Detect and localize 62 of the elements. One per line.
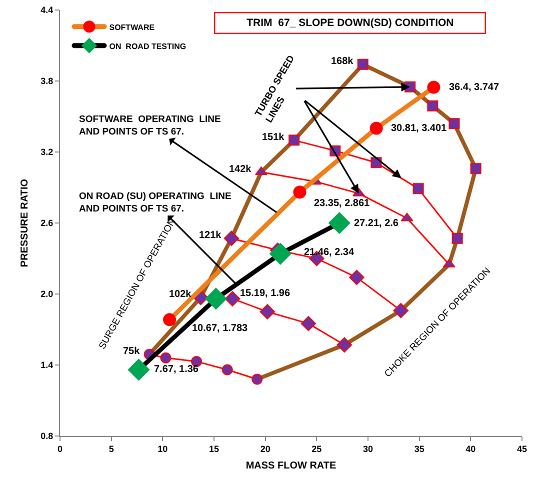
series-label: 151k [262, 132, 285, 143]
data-label: 36.4, 3.747 [449, 82, 500, 93]
legend-label: ON ROAD TESTING [109, 42, 186, 51]
point [300, 316, 316, 332]
point [349, 270, 364, 286]
x-tick-label: 20 [260, 444, 270, 454]
y-tick-label: 2.6 [40, 218, 54, 228]
x-tick-label: 5 [108, 444, 114, 454]
x-tick-label: 10 [158, 444, 168, 454]
annotation: ON ROAD (SU) OPERATING LINE AND POINTS OF TS 67. [79, 191, 232, 214]
series-label: 168k [331, 56, 354, 67]
text: TRIM 67_ SLOPE DOWN(SD) CONDITION [246, 17, 454, 30]
point [224, 291, 240, 306]
y-tick-label: 1.4 [40, 360, 54, 370]
data-label: 7.67, 1.36 [154, 364, 199, 375]
point [260, 304, 276, 320]
x-tick-label: 30 [362, 444, 374, 454]
x-tick-label: 45 [516, 444, 528, 454]
point [357, 58, 368, 70]
y-tick-label: 2.0 [40, 289, 54, 300]
point [470, 163, 482, 174]
point [452, 232, 463, 244]
data-label: 23.35, 2.861 [314, 198, 370, 209]
y-tick-label: 3.8 [40, 76, 54, 86]
point [163, 313, 176, 326]
point [222, 364, 233, 376]
x-tick-label: 40 [466, 444, 476, 454]
data-label: 27.21, 2.6 [354, 218, 399, 229]
point [224, 230, 240, 246]
point [128, 358, 150, 381]
series-label: 75k [123, 346, 140, 357]
point [160, 352, 172, 364]
data-label: 15.19, 1.96 [240, 288, 290, 299]
point [269, 242, 292, 265]
point [393, 302, 408, 318]
point [412, 183, 424, 194]
x-axis-title: MASS FLOW RATE [246, 460, 337, 472]
data-label: 30.81, 3.401 [391, 123, 448, 134]
x-tick-label: 15 [208, 444, 220, 454]
point [370, 122, 383, 135]
annotation: SOFTWARE OPERATING LINE AND POINTS OF TS 67. [79, 114, 221, 138]
point [204, 288, 227, 310]
point [288, 134, 300, 146]
point [328, 212, 350, 234]
x-tick-label: 35 [414, 444, 424, 454]
point [252, 374, 263, 385]
y-tick-label: 0.8 [40, 431, 54, 442]
y-tick-label: 4.4 [40, 5, 54, 16]
point [293, 186, 306, 199]
y-axis-title: PRESSURE RATIO [20, 178, 31, 268]
series-label: 121k [199, 230, 222, 241]
data-label: 10.67, 1.783 [192, 323, 248, 334]
point [336, 337, 352, 353]
x-tick-label: 0 [57, 444, 63, 454]
series-label: 142k [229, 164, 252, 175]
point [448, 118, 460, 130]
point [427, 100, 438, 112]
y-tick-label: 3.2 [40, 147, 54, 158]
legend-label: SOFTWARE [109, 22, 156, 32]
x-tick-label: 25 [312, 444, 322, 454]
series-label: 102k [169, 289, 192, 300]
point [427, 80, 440, 94]
